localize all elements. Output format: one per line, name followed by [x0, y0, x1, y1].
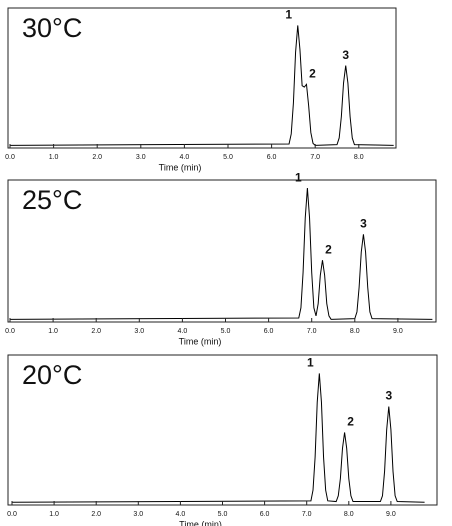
peak-label: 1 — [295, 170, 302, 184]
x-tick-label: 0.0 — [5, 328, 15, 335]
peak-label: 1 — [307, 356, 314, 370]
chart-title: 20°C — [22, 360, 82, 390]
peak-label: 2 — [325, 242, 332, 256]
x-tick-label: 6.0 — [264, 328, 274, 335]
x-tick-label: 3.0 — [134, 328, 144, 335]
chromatogram-line — [9, 25, 394, 146]
x-tick-label: 7.0 — [307, 328, 317, 335]
x-tick-label: 7.0 — [302, 511, 312, 518]
x-tick-label: 7.0 — [310, 154, 320, 161]
x-tick-label: 6.0 — [267, 154, 277, 161]
peak-label: 3 — [360, 216, 367, 230]
x-axis-label: Time (min) — [179, 519, 222, 526]
x-tick-label: 1.0 — [49, 511, 59, 518]
x-tick-label: 4.0 — [178, 328, 188, 335]
x-tick-label: 5.0 — [218, 511, 228, 518]
x-tick-label: 3.0 — [133, 511, 143, 518]
x-tick-label: 0.0 — [5, 154, 15, 161]
peak-label: 1 — [285, 8, 292, 22]
x-tick-label: 5.0 — [221, 328, 231, 335]
chromatogram-line — [11, 373, 425, 503]
x-tick-label: 2.0 — [91, 511, 101, 518]
x-tick-label: 2.0 — [91, 328, 101, 335]
x-axis-label: Time (min) — [159, 162, 202, 172]
plot-frame — [7, 179, 437, 323]
x-tick-label: 2.0 — [92, 154, 102, 161]
peak-label: 2 — [347, 415, 354, 429]
x-tick-label: 9.0 — [386, 511, 396, 518]
x-tick-label: 4.0 — [176, 511, 186, 518]
x-tick-label: 8.0 — [354, 154, 364, 161]
chart-title: 25°C — [22, 185, 82, 215]
x-tick-label: 1.0 — [48, 328, 58, 335]
chart-title: 30°C — [22, 13, 82, 43]
x-tick-label: 3.0 — [136, 154, 146, 161]
x-tick-label: 9.0 — [393, 328, 403, 335]
peak-label: 3 — [385, 389, 392, 403]
peak-label: 2 — [309, 67, 316, 81]
x-tick-label: 4.0 — [180, 154, 190, 161]
x-tick-label: 0.0 — [7, 511, 17, 518]
chromatogram-line — [9, 188, 433, 320]
x-tick-label: 1.0 — [49, 154, 59, 161]
peak-label: 3 — [342, 48, 349, 62]
x-tick-label: 5.0 — [223, 154, 233, 161]
x-axis-label: Time (min) — [179, 336, 222, 346]
x-tick-label: 8.0 — [350, 328, 360, 335]
x-tick-label: 6.0 — [260, 511, 270, 518]
x-tick-label: 8.0 — [344, 511, 354, 518]
plot-frame — [7, 7, 397, 149]
